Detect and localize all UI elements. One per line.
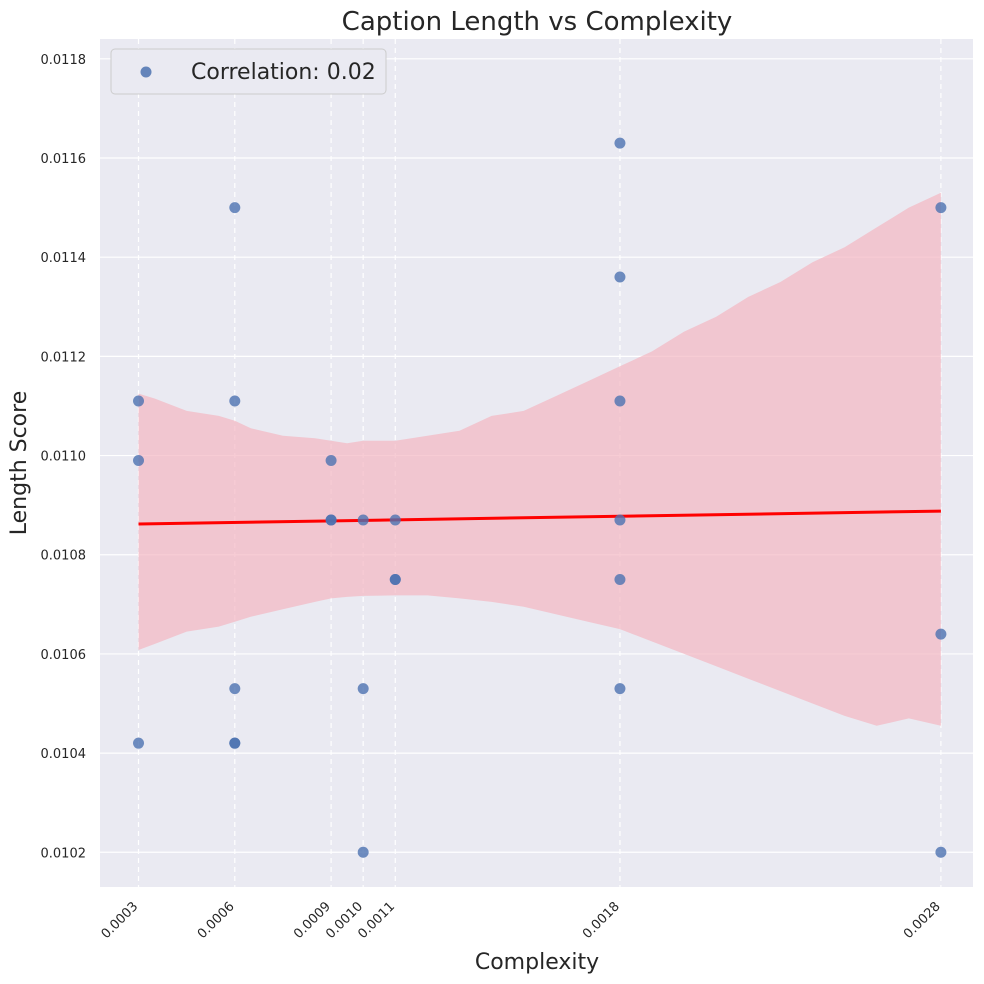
data-points (133, 137, 947, 858)
data-point (357, 846, 369, 858)
legend-box (110, 48, 387, 95)
data-point (133, 737, 145, 749)
regression-line-layer (138, 509, 941, 526)
y-tick-label: 0.0116 (41, 152, 87, 167)
legend: Correlation: 0.02 (110, 48, 387, 95)
y-tick-label: 0.0112 (41, 350, 87, 365)
data-point (229, 395, 241, 407)
data-point (935, 846, 947, 858)
data-point (357, 683, 369, 695)
y-tick-label: 0.0118 (41, 53, 87, 68)
data-point (614, 574, 626, 586)
chart-title: Caption Length vs Complexity (342, 7, 733, 37)
x-axis-label: Complexity (475, 950, 599, 975)
data-point (614, 395, 626, 407)
legend-label: Correlation: 0.02 (191, 60, 376, 85)
y-tick-label: 0.0104 (41, 747, 87, 762)
y-tick-label: 0.0102 (41, 846, 87, 861)
y-tick-label: 0.0108 (41, 549, 87, 564)
data-point (614, 514, 626, 526)
data-point (389, 514, 401, 526)
y-axis-label: Length Score (7, 391, 32, 536)
data-point (133, 455, 145, 467)
data-point (229, 683, 241, 695)
data-point (133, 395, 145, 407)
data-point (935, 202, 947, 214)
confidence-band-layer (138, 192, 941, 726)
y-tick-label: 0.0106 (41, 648, 87, 663)
data-point (614, 271, 626, 283)
data-point (325, 514, 337, 526)
data-point (614, 137, 626, 149)
data-point (935, 628, 947, 640)
data-point (357, 514, 369, 526)
confidence-band (138, 192, 941, 726)
data-point (229, 737, 241, 749)
data-point (614, 683, 626, 695)
y-tick-label: 0.0110 (41, 450, 87, 465)
regression-line (138, 509, 941, 526)
data-point (229, 202, 241, 214)
y-tick-label: 0.0114 (41, 251, 87, 266)
data-point (389, 574, 401, 586)
legend-marker (140, 66, 152, 78)
data-point (325, 455, 337, 467)
